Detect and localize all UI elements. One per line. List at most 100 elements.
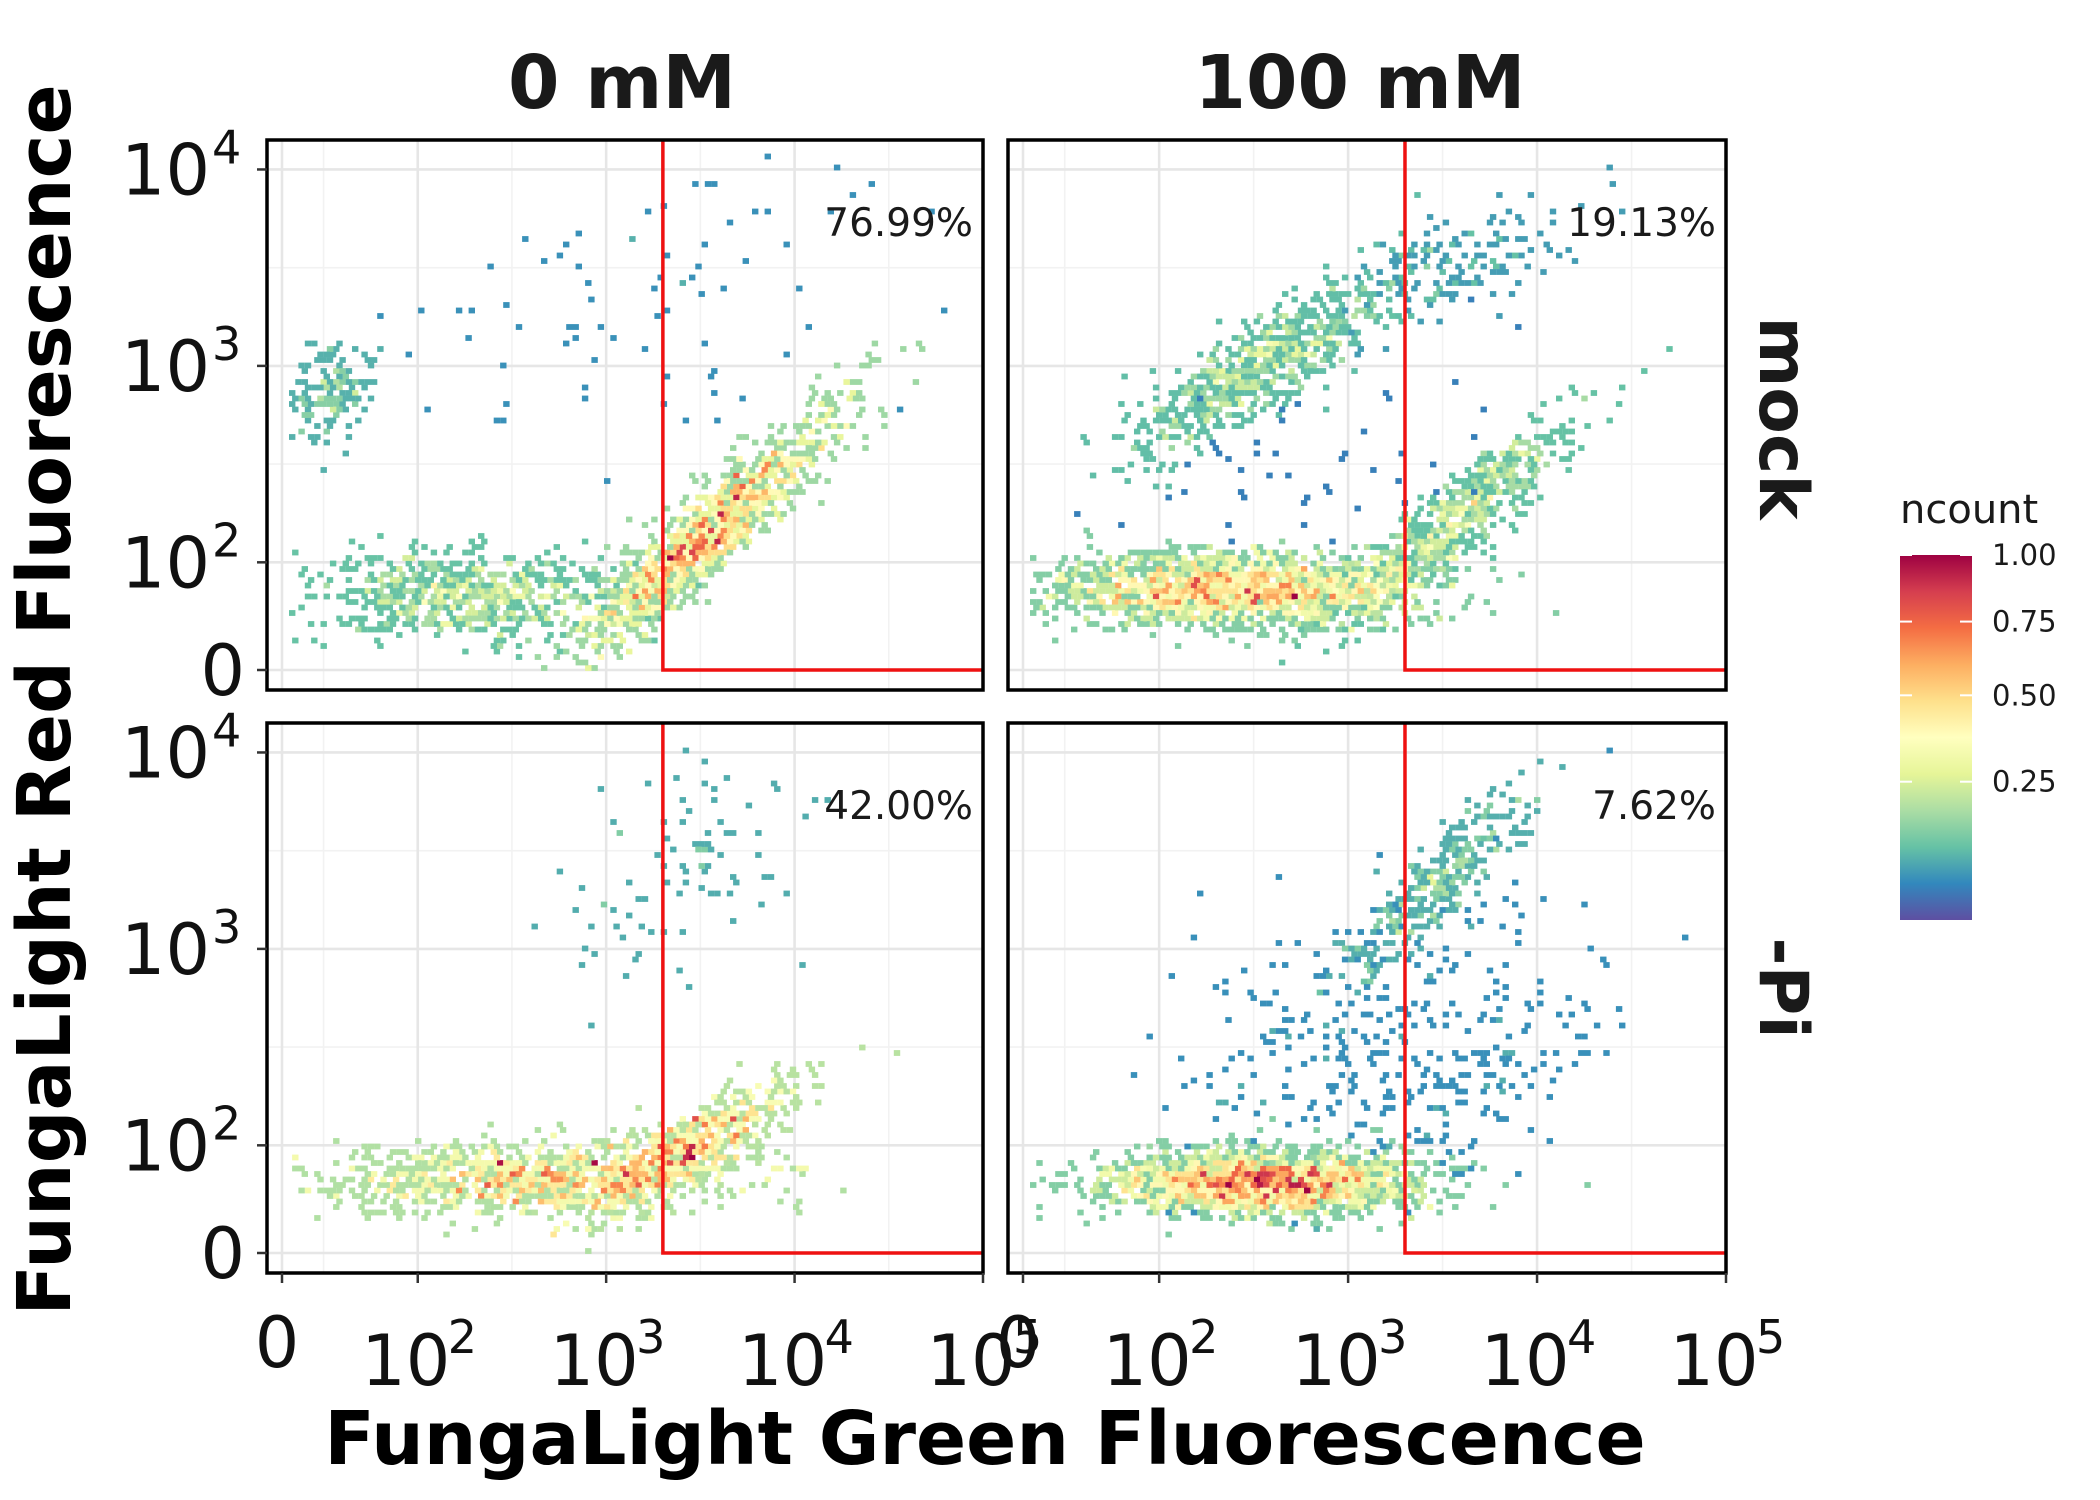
- hexbin-cell: [1461, 1165, 1468, 1172]
- hexbin-cell: [1152, 593, 1160, 600]
- hexbin-cell: [1382, 940, 1390, 946]
- hexbin-cell: [632, 582, 639, 589]
- hexbin-cell: [1433, 1083, 1440, 1089]
- hexbin-cell: [333, 1160, 340, 1166]
- hexbin-cell: [1288, 368, 1295, 374]
- hexbin-cell: [1474, 516, 1481, 523]
- hexbin-cell: [1260, 571, 1267, 578]
- hexbin-cell: [742, 1138, 749, 1144]
- hexbin-cell: [758, 483, 765, 490]
- hexbin-cell: [657, 1121, 664, 1128]
- hexbin-cell: [1197, 351, 1204, 358]
- hexbin-cell: [1244, 368, 1251, 374]
- hexbin-cell: [682, 571, 690, 578]
- hexbin-cell: [1474, 241, 1481, 248]
- y-tick-label: 10: [121, 129, 210, 211]
- hexbin-cell: [1203, 1198, 1210, 1205]
- hexbin-cell: [1442, 1187, 1450, 1194]
- hexbin-cell: [711, 786, 718, 792]
- hexbin-cell: [1250, 412, 1257, 418]
- hexbin-cell: [1363, 984, 1371, 990]
- hexbin-cell: [1464, 1072, 1472, 1078]
- hexbin-cell: [752, 1143, 759, 1150]
- hexbin-cell: [607, 1209, 614, 1216]
- hexbin-cell: [496, 1204, 504, 1210]
- hexbin-cell: [1282, 588, 1289, 594]
- hexbin-cell: [1234, 615, 1242, 622]
- hexbin-cell: [1215, 417, 1223, 424]
- hexbin-cell: [506, 1165, 513, 1172]
- hexbin-cell: [1395, 258, 1402, 264]
- hexbin-cell: [635, 566, 642, 572]
- hexbin-cell: [581, 384, 589, 391]
- hexbin-cell: [648, 1204, 655, 1210]
- hexbin-cell: [1326, 588, 1333, 594]
- hexbin-cell: [644, 208, 652, 215]
- hexbin-cell: [837, 423, 844, 429]
- hexbin-cell: [1143, 588, 1150, 594]
- hexbin-cell: [1420, 544, 1427, 550]
- hexbin-cell: [714, 527, 721, 534]
- hexbin-cell: [793, 456, 800, 462]
- hexbin-cell: [1297, 318, 1305, 325]
- hexbin-cell: [1430, 461, 1437, 468]
- hexbin-cell: [1178, 571, 1185, 578]
- hexbin-cell: [1423, 241, 1431, 248]
- hexbin-cell: [1241, 417, 1248, 424]
- hexbin-cell: [1524, 813, 1531, 820]
- hexbin-cell: [1294, 566, 1301, 572]
- hexbin-cell: [1423, 582, 1431, 589]
- hexbin-cell: [1209, 351, 1216, 358]
- hexbin-cell: [1408, 522, 1415, 528]
- hexbin-cell: [632, 1187, 639, 1194]
- hexbin-cell: [1411, 571, 1418, 578]
- hexbin-cell: [1512, 824, 1519, 831]
- hexbin-cell: [789, 1099, 797, 1106]
- hexbin-cell: [1389, 1193, 1396, 1199]
- hexbin-cell: [433, 1160, 441, 1166]
- hexbin-cell: [789, 472, 797, 479]
- hexbin-cell: [635, 621, 642, 627]
- hexbin-cell: [1256, 346, 1264, 352]
- hexbin-cell: [1055, 1171, 1062, 1177]
- hexbin-cell: [1326, 1171, 1333, 1177]
- hexbin-cell: [1231, 368, 1238, 374]
- hexbin-cell: [1493, 1110, 1500, 1117]
- hexbin-cell: [1540, 269, 1547, 275]
- hexbin-cell: [610, 335, 617, 341]
- hexbin-cell: [534, 1182, 542, 1188]
- hexbin-cell: [1181, 577, 1188, 583]
- hexbin-cell: [465, 621, 472, 627]
- hexbin-cell: [1234, 1187, 1242, 1194]
- hexbin-cell: [1241, 1176, 1248, 1183]
- hexbin-cell: [1477, 511, 1484, 517]
- hexbin-cell: [509, 577, 516, 583]
- hexbin-cell: [1386, 560, 1393, 567]
- hexbin-cell: [500, 1198, 507, 1205]
- hexbin-cell: [1565, 467, 1572, 473]
- hexbin-cell: [1294, 610, 1301, 616]
- hexbin-cell: [352, 566, 359, 572]
- hexbin-cell: [1077, 582, 1084, 589]
- hexbin-cell: [736, 522, 743, 528]
- hexbin-cell: [767, 434, 775, 440]
- hexbin-cell: [1159, 1165, 1166, 1172]
- hexbin-cell: [1193, 1182, 1201, 1188]
- hexbin-cell: [1335, 1165, 1342, 1172]
- hexbin-cell: [1449, 901, 1456, 908]
- hexbin-cell: [1493, 241, 1500, 248]
- hexbin-cell: [1370, 1204, 1377, 1210]
- hexbin-cell: [585, 577, 592, 583]
- hexbin-cell: [361, 1165, 368, 1172]
- hexbin-cell: [588, 593, 595, 600]
- hexbin-cell: [361, 1176, 368, 1183]
- hexbin-cell: [304, 340, 312, 347]
- hexbin-cell: [402, 1193, 409, 1199]
- hexbin-cell: [487, 582, 494, 589]
- hexbin-cell: [641, 1171, 649, 1177]
- hexbin-cell: [339, 390, 346, 396]
- hexbin-cell: [1058, 582, 1065, 589]
- hexbin-cell: [827, 208, 834, 215]
- hexbin-cell: [783, 1088, 790, 1095]
- hexbin-cell: [1404, 956, 1412, 963]
